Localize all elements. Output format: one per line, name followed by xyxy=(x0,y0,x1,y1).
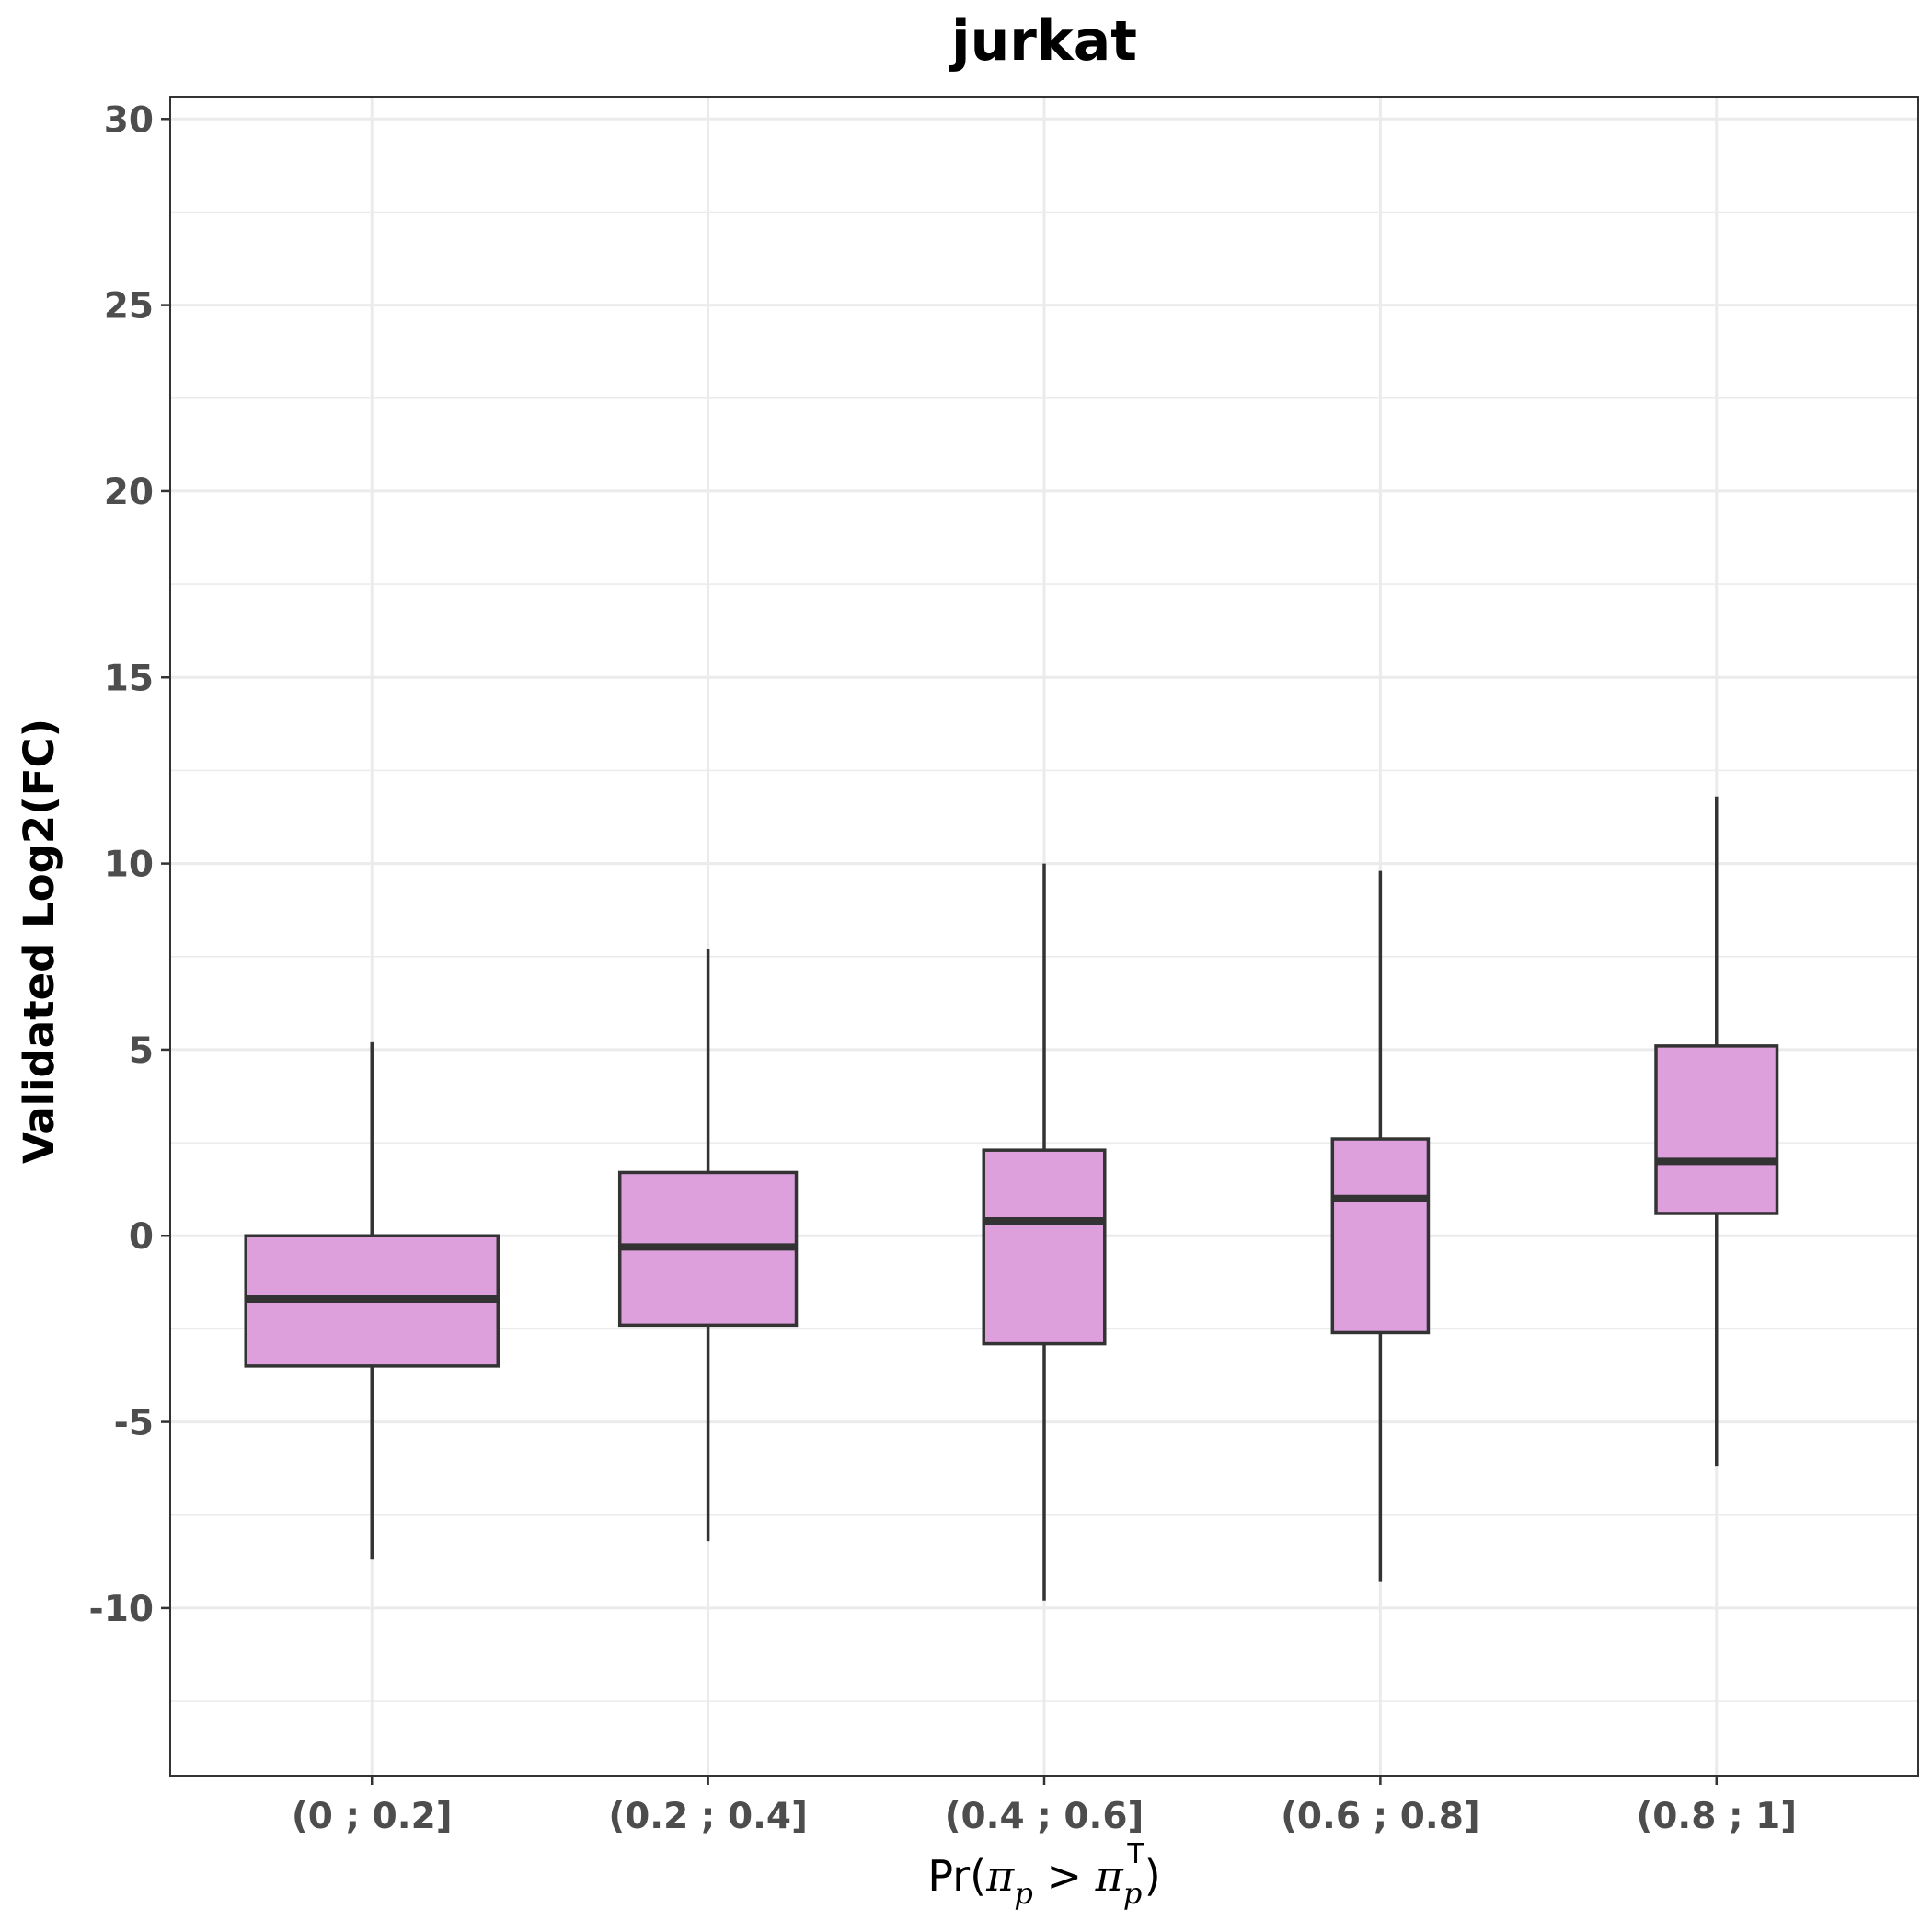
x-tick-label: (0.4 ; 0.6] xyxy=(945,1796,1144,1837)
x-tick-label: (0.8 ; 1] xyxy=(1636,1796,1797,1837)
x-label-sup-2: T xyxy=(1126,1838,1144,1870)
y-tick-label: 25 xyxy=(104,286,154,328)
box-3 xyxy=(982,863,1107,1601)
x-tick-label: (0 ; 0.2] xyxy=(292,1796,453,1837)
x-axis-label: Pr(πp > πpT) xyxy=(927,1838,1160,1911)
y-tick-label: 5 xyxy=(129,1030,154,1072)
x-label-pi-2: π xyxy=(1095,1851,1124,1901)
x-label-gt: > xyxy=(1033,1851,1096,1901)
x-label-prefix: Pr( xyxy=(927,1851,986,1901)
box-1 xyxy=(244,1041,500,1560)
y-tick-label: 10 xyxy=(104,845,154,886)
box-2 xyxy=(617,949,799,1542)
y-tick-label: -5 xyxy=(114,1403,154,1444)
x-label-sub-1: p xyxy=(1014,1876,1032,1911)
y-tick-label: 20 xyxy=(104,472,154,513)
x-tick-label: (0.2 ; 0.4] xyxy=(608,1796,808,1837)
x-axis: (0 ; 0.2] (0.2 ; 0.4] (0.4 ; 0.6] (0.6 ; 0.… xyxy=(292,1776,1797,1837)
x-label-sub-2: p xyxy=(1123,1876,1142,1911)
y-tick-label: 0 xyxy=(129,1216,154,1258)
y-axis-label: Validated Log2(FC) xyxy=(15,719,63,1164)
y-tick-label: 15 xyxy=(104,658,154,699)
y-tick-label: 30 xyxy=(104,99,154,141)
iqr-box xyxy=(1654,1044,1779,1215)
y-tick-label: -10 xyxy=(89,1589,154,1630)
box-4 xyxy=(1330,870,1431,1582)
chart-title: jurkat xyxy=(949,9,1137,74)
boxes xyxy=(244,796,1779,1601)
iqr-box xyxy=(982,1148,1107,1346)
y-axis: -10 -5 0 5 10 15 20 25 30 xyxy=(89,99,170,1630)
x-tick-label: (0.6 ; 0.8] xyxy=(1281,1796,1480,1837)
x-label-suffix: ) xyxy=(1144,1851,1161,1901)
iqr-box xyxy=(1330,1137,1431,1335)
box-5 xyxy=(1654,796,1779,1467)
x-label-pi-1: π xyxy=(985,1851,1015,1901)
